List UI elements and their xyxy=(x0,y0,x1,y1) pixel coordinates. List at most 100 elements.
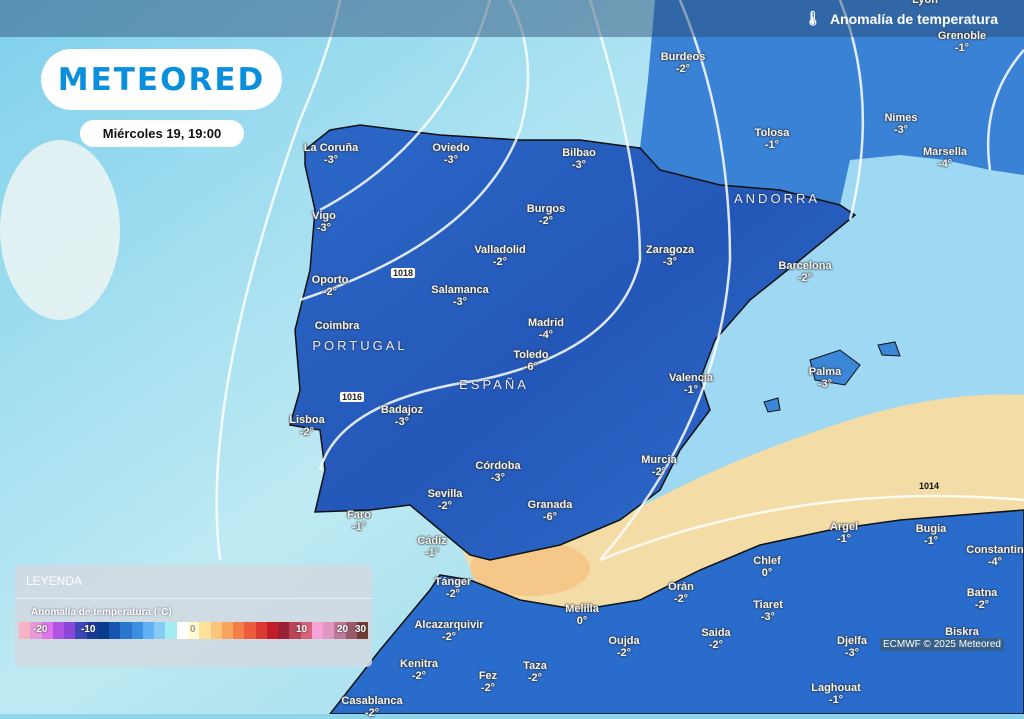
city-label: Murcia -2° xyxy=(641,454,676,478)
city-label: Chlef 0° xyxy=(753,555,781,579)
city-label: Valencia -1° xyxy=(669,372,713,396)
city-name: Argel xyxy=(829,521,859,533)
city-label: Lyon xyxy=(912,0,938,6)
city-anomaly: -2° xyxy=(675,63,691,75)
city-name: Djelfa xyxy=(837,635,867,647)
legend-panel: LEYENDA Anomalía de temperatura (°C) -20… xyxy=(15,565,372,667)
city-label: Biskra xyxy=(945,626,979,638)
scale-swatch xyxy=(30,622,42,639)
city-name: Murcia xyxy=(641,454,677,466)
scale-swatch xyxy=(323,622,335,639)
scale-swatch xyxy=(255,622,267,639)
scale-swatch xyxy=(187,622,200,639)
city-label: Toledo -6° xyxy=(513,349,548,373)
scale-swatch xyxy=(334,622,346,639)
city-name: Zaragoza xyxy=(645,244,695,256)
city-name: Cádiz xyxy=(417,535,447,547)
city-name: Kenitra xyxy=(400,658,438,670)
header-bar: 🌡 Anomalía de temperatura xyxy=(0,0,1024,37)
scale-swatch xyxy=(289,622,301,639)
city-name: Oujda xyxy=(608,635,640,647)
city-anomaly: -1° xyxy=(836,533,852,545)
scale-swatch xyxy=(345,622,357,639)
city-anomaly: -2° xyxy=(299,426,315,438)
scale-tick: 30 xyxy=(355,624,367,635)
scale-tick: -20 xyxy=(33,624,48,635)
scale-swatch xyxy=(120,622,132,639)
city-label: La Coruña -3° xyxy=(304,142,358,166)
city-name: Laghouat xyxy=(811,682,861,694)
scale-swatch xyxy=(52,622,65,639)
scale-swatch xyxy=(233,622,245,639)
city-name: Melilla xyxy=(565,603,599,615)
city-label: Coimbra xyxy=(315,320,360,332)
city-name: Chlef xyxy=(753,555,781,567)
city-label: Orán -2° xyxy=(668,581,694,605)
city-label: Oviedo -3° xyxy=(432,142,469,166)
scale-swatch xyxy=(278,622,290,639)
city-anomaly: -2° xyxy=(441,631,457,643)
city-label: Vigo -3° xyxy=(312,210,336,234)
city-name: Lyon xyxy=(912,0,938,6)
city-anomaly: -3° xyxy=(316,222,332,234)
scale-swatch xyxy=(75,622,87,639)
scale-swatch xyxy=(41,622,53,639)
city-anomaly: -4° xyxy=(937,158,953,170)
isobars xyxy=(215,0,1024,562)
city-name: Granada xyxy=(527,499,573,511)
city-label: Palma -3° xyxy=(809,366,841,390)
city-label: Granada -6° xyxy=(528,499,573,523)
city-anomaly: -3° xyxy=(490,472,506,484)
city-name: Barcelona xyxy=(778,260,832,272)
city-name: Lisboa xyxy=(289,414,325,426)
city-label: Marsella -4° xyxy=(923,146,967,170)
city-name: Casablanca xyxy=(341,695,403,707)
city-name: Oviedo xyxy=(432,142,470,154)
city-label: Madrid -4° xyxy=(528,317,564,341)
city-anomaly: -3° xyxy=(760,611,776,623)
city-anomaly: -3° xyxy=(452,296,468,308)
city-label: Bilbao -3° xyxy=(562,147,596,171)
layer-title-text: Anomalía de temperatura xyxy=(829,10,998,27)
city-label: Córdoba -3° xyxy=(475,460,520,484)
city-name: Salamanca xyxy=(431,284,489,296)
city-name: Tolosa xyxy=(754,127,790,139)
city-anomaly: -1° xyxy=(351,521,367,533)
city-anomaly: -2° xyxy=(527,672,543,684)
city-anomaly: -2° xyxy=(974,599,990,611)
city-anomaly: -2° xyxy=(538,215,554,227)
city-anomaly: -1° xyxy=(828,694,844,706)
scale-swatch xyxy=(244,622,256,639)
city-name: Bugia xyxy=(915,523,947,535)
city-name: Batna xyxy=(966,587,998,599)
city-label: Oporto -2° xyxy=(312,274,349,298)
city-anomaly: -2° xyxy=(616,647,632,659)
city-anomaly: -2° xyxy=(480,682,496,694)
isobar-label: 1018 xyxy=(391,268,416,278)
menorca-land xyxy=(877,341,901,357)
city-name: Fez xyxy=(478,670,498,682)
warm-sea-anomaly xyxy=(460,394,1024,610)
city-anomaly: -6° xyxy=(542,511,558,523)
city-name: Faro xyxy=(347,509,371,521)
city-label: Argel -1° xyxy=(830,521,858,545)
city-label: Valladolid -2° xyxy=(474,244,525,268)
scale-tick: 0 xyxy=(190,624,196,635)
city-name: Oporto xyxy=(311,274,349,286)
city-label: Faro -1° xyxy=(347,509,371,533)
city-name: Badajoz xyxy=(380,404,424,416)
city-anomaly: -4° xyxy=(987,556,1003,568)
scale-swatch xyxy=(131,622,143,639)
city-label: Laghouat -1° xyxy=(811,682,861,706)
city-label: Tánger -2° xyxy=(435,576,472,600)
city-label: Sevilla -2° xyxy=(428,488,463,512)
city-name: Valladolid xyxy=(474,244,526,256)
city-anomaly: -2° xyxy=(708,639,724,651)
city-anomaly: -3° xyxy=(893,124,909,136)
city-label: Djelfa -3° xyxy=(837,635,867,659)
scale-swatch xyxy=(86,622,98,639)
city-name: Burdeos xyxy=(660,51,706,63)
city-anomaly: -2° xyxy=(651,466,667,478)
forecast-date: Miércoles 19, 19:00 xyxy=(80,120,244,147)
